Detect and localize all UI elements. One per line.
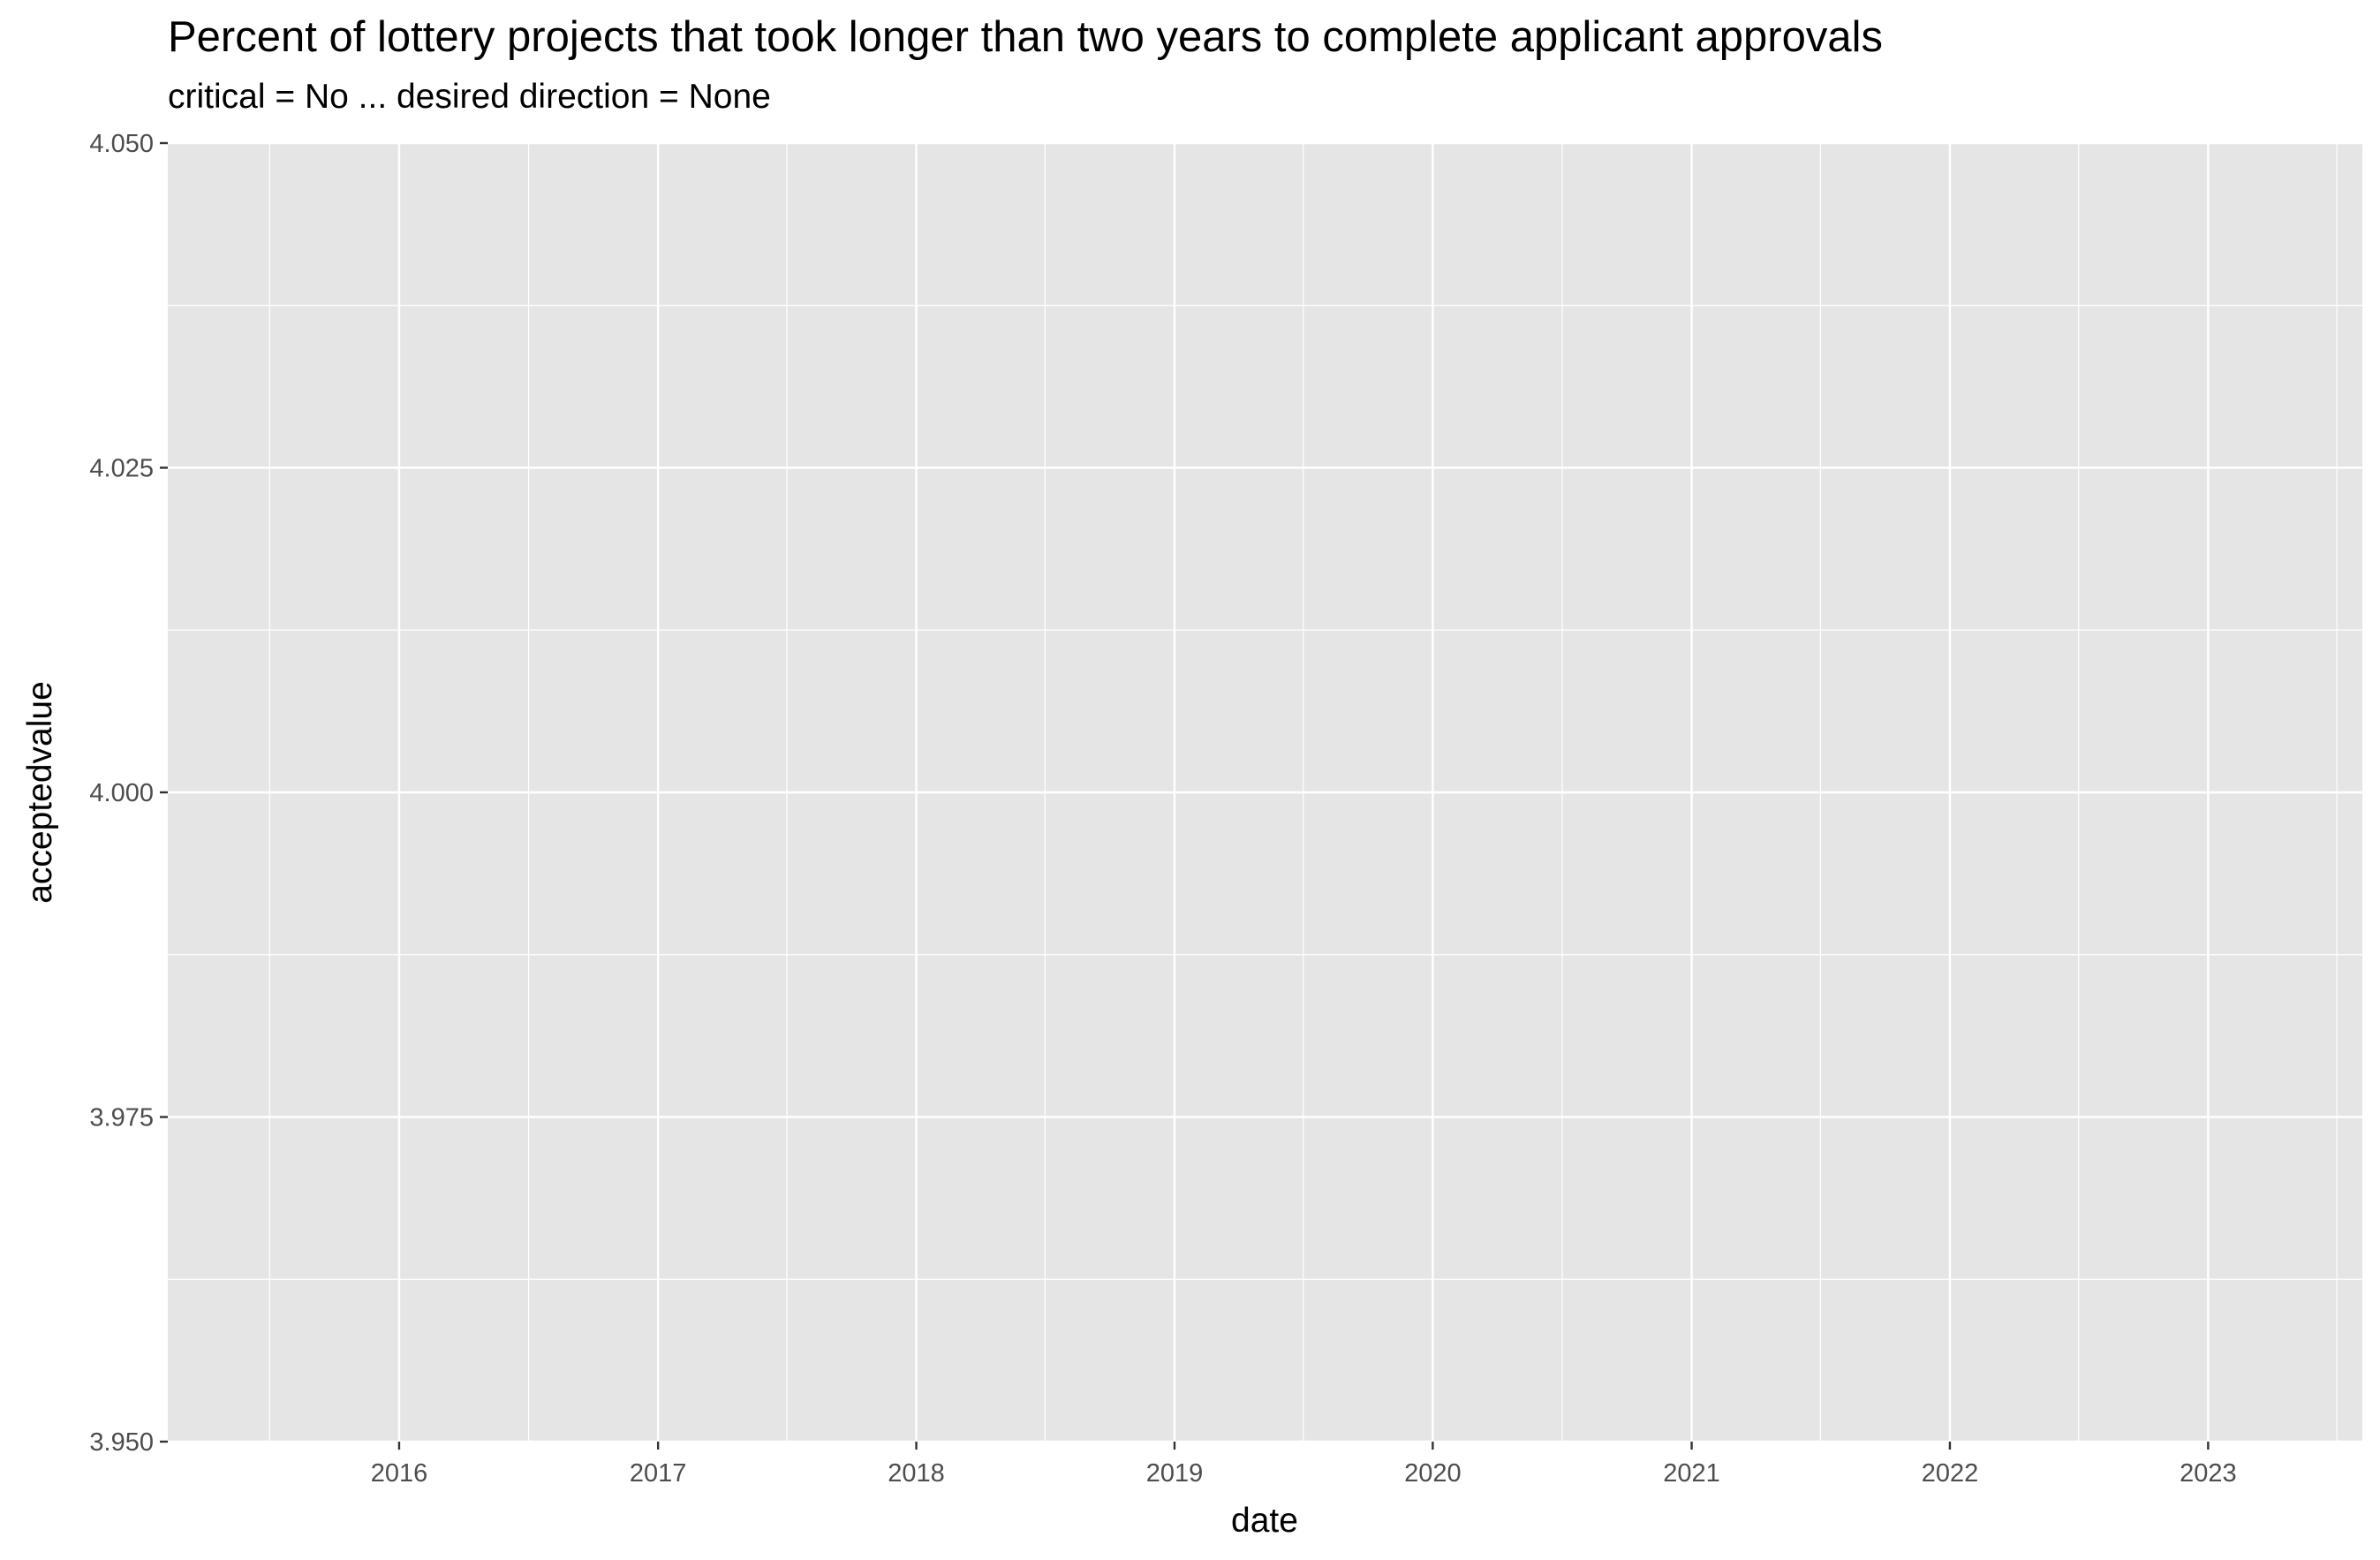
x-tick-label: 2023 [2180, 1459, 2237, 1488]
x-tick-label: 2021 [1663, 1459, 1720, 1488]
x-tick-label: 2020 [1404, 1459, 1462, 1488]
x-axis-title: date [1231, 1502, 1298, 1540]
major-gridlines [168, 141, 2362, 1443]
x-tick-label: 2022 [1922, 1459, 1979, 1488]
chart-subtitle: critical = No ... desired direction = No… [168, 78, 771, 116]
x-tick-label: 2018 [888, 1459, 945, 1488]
chart-title: Percent of lottery projects that took lo… [168, 13, 1884, 61]
y-tick-label: 4.025 [89, 455, 154, 483]
x-axis: 2016 2017 2018 2019 2020 2021 2022 2023 [371, 1442, 2237, 1488]
x-tick-label: 2016 [371, 1459, 428, 1488]
y-axis-title: acceptedvalue [21, 681, 59, 904]
y-tick-label: 3.975 [89, 1104, 154, 1132]
y-axis: 3.950 3.975 4.000 4.025 4.050 [89, 130, 168, 1457]
y-tick-label: 4.050 [89, 130, 154, 158]
y-tick-label: 3.950 [89, 1428, 154, 1457]
x-tick-label: 2019 [1146, 1459, 1204, 1488]
y-tick-label: 4.000 [89, 779, 154, 807]
x-tick-label: 2017 [630, 1459, 687, 1488]
